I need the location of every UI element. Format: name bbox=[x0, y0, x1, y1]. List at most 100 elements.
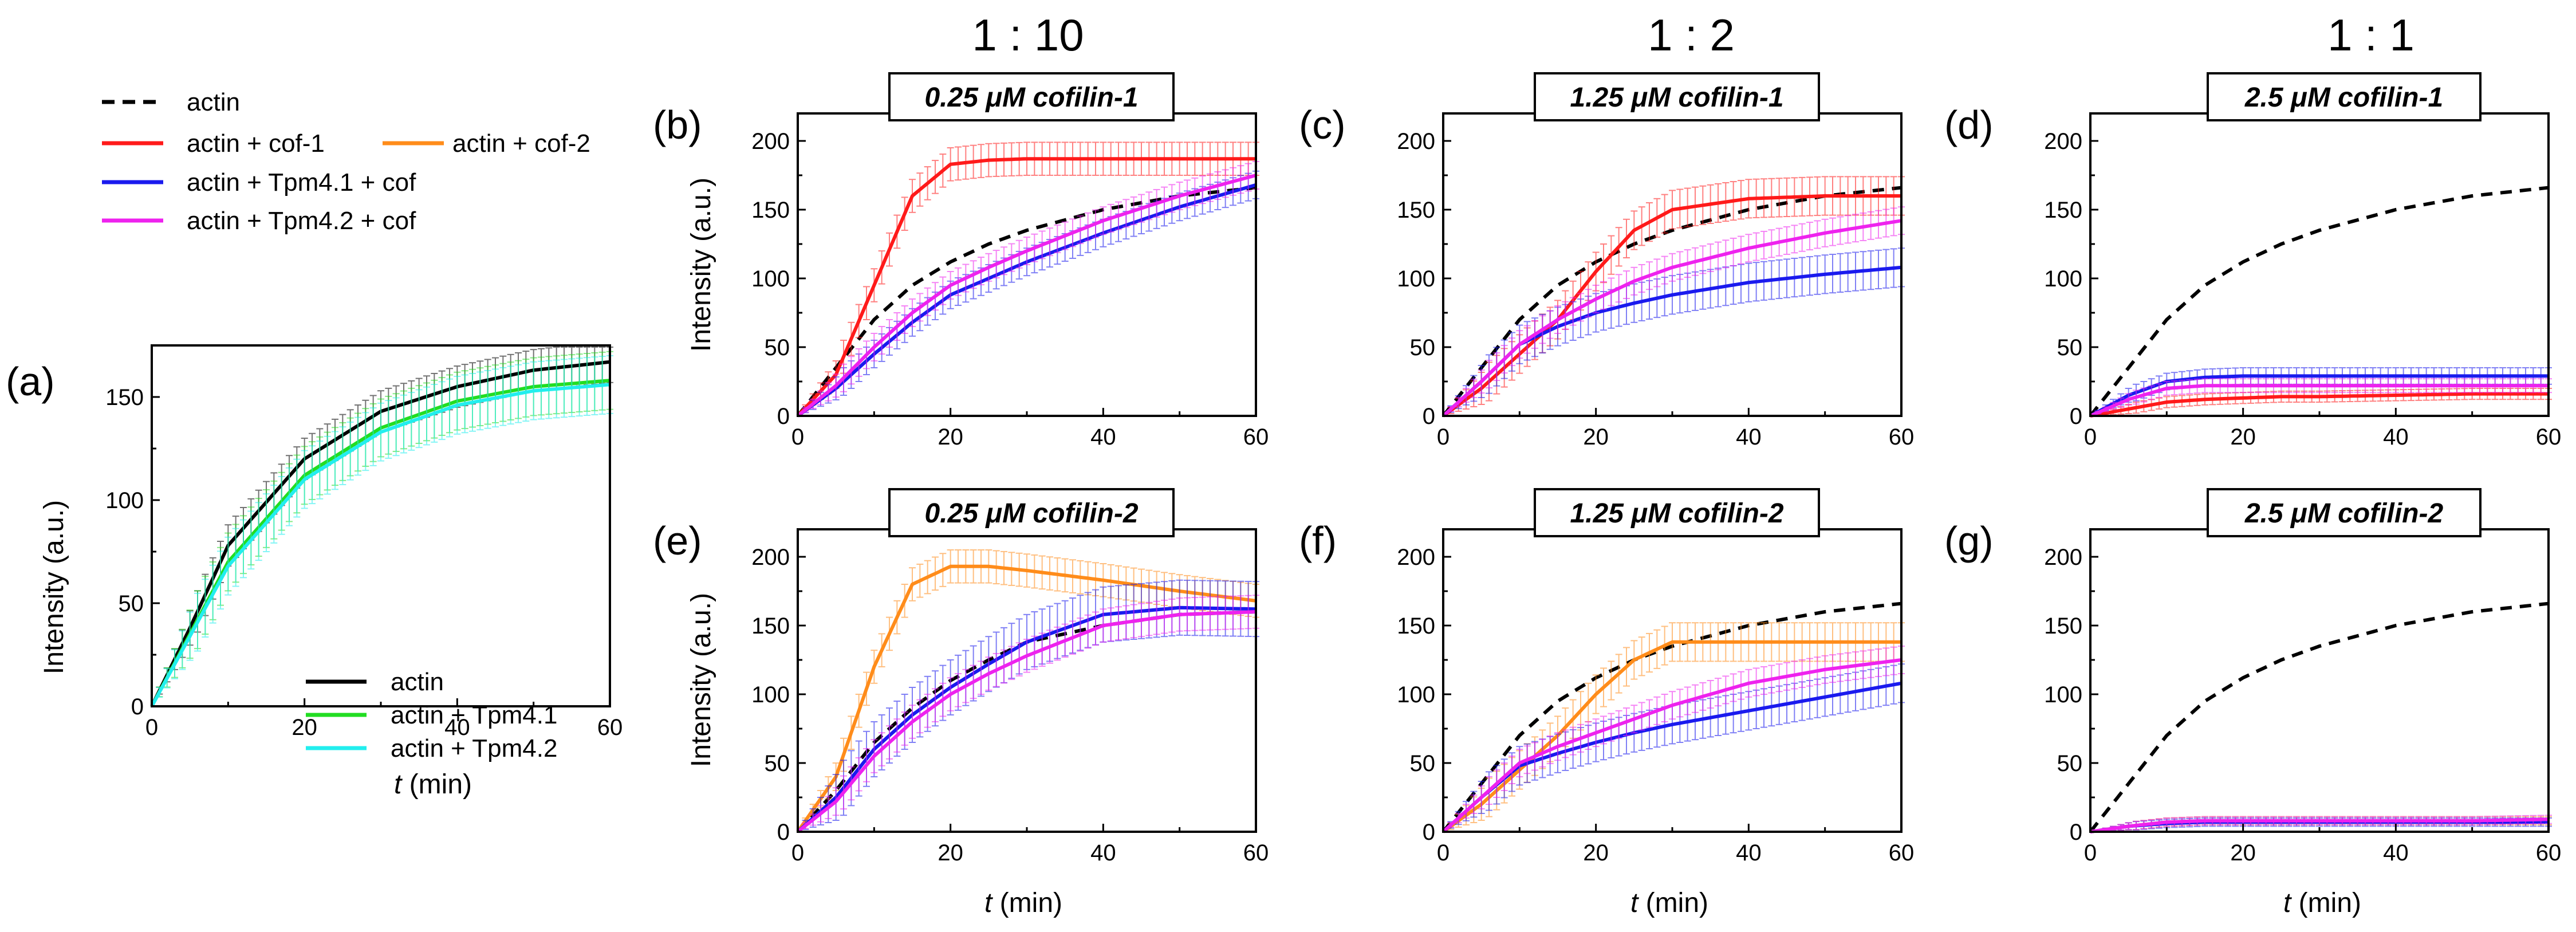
y-tick-label: 150 bbox=[751, 198, 790, 223]
y-tick-label: 200 bbox=[2044, 129, 2082, 154]
series-line-actin-cof-1-d bbox=[2090, 392, 2549, 418]
legend-label-actin: actin bbox=[187, 88, 240, 116]
panel-label-b: (b) bbox=[653, 103, 702, 147]
panel-title-unit-g: μM cofilin-2 bbox=[2290, 498, 2444, 529]
y-tick-label: 0 bbox=[2070, 820, 2082, 845]
y-tick-label: 100 bbox=[105, 488, 144, 513]
x-tick-label: 0 bbox=[2084, 424, 2097, 450]
y-tick-label: 150 bbox=[1397, 198, 1435, 223]
y-tick-label: 50 bbox=[1410, 335, 1436, 360]
y-tick-label: 50 bbox=[1410, 751, 1436, 776]
x-tick-label: 0 bbox=[791, 424, 804, 450]
legend-label-cof1: actin + cof-1 bbox=[187, 129, 325, 158]
y-tick-label: 50 bbox=[2057, 335, 2083, 360]
legend-a-label-tpm42: actin + Tpm4.2 bbox=[391, 734, 557, 762]
y-tick-label: 50 bbox=[119, 591, 144, 616]
x-axis-unit-g: (min) bbox=[2291, 888, 2361, 918]
series-actin-tpm4-2-cof-f bbox=[1441, 646, 1905, 833]
column-header-1-1: 1 : 1 bbox=[2327, 10, 2414, 60]
y-tick-label: 200 bbox=[751, 129, 790, 154]
y-tick-label: 200 bbox=[1397, 129, 1435, 154]
panel-title-g: 2.5 μM cofilin-2 bbox=[2207, 488, 2482, 537]
series-actin-tpm4-2-cof-b bbox=[797, 161, 1259, 418]
x-tick-label: 40 bbox=[1090, 424, 1116, 450]
x-tick-label: 40 bbox=[2383, 424, 2409, 450]
x-axis-label-f: t (min) bbox=[1630, 888, 1708, 918]
series-line-actin-tpm4-2-cof-b bbox=[797, 174, 1257, 418]
panel-f: (f) t (min) 0 20 40 60 0 50 100 150 200 1.25 μM … bbox=[1299, 488, 1915, 918]
legend-a: actin actin + Tpm4.1 actin + Tpm4.2 bbox=[306, 668, 557, 762]
x-axis-var-g: t bbox=[2283, 888, 2292, 918]
y-tick-label: 0 bbox=[777, 820, 790, 845]
x-axis-unit-a: (min) bbox=[401, 769, 472, 800]
panel-c: (c) 0 20 40 60 0 50 100 150 200 1.25 μM cofilin-… bbox=[1299, 72, 1914, 450]
panel-title-unit-b: μM cofilin-1 bbox=[984, 82, 1138, 113]
y-tick-label: 50 bbox=[765, 751, 790, 776]
x-tick-label: 60 bbox=[597, 715, 623, 740]
legend-a-label-actin: actin bbox=[391, 668, 444, 696]
y-tick-label: 50 bbox=[2057, 751, 2083, 776]
x-tick-label: 60 bbox=[1243, 424, 1269, 450]
series-actin-g bbox=[2089, 601, 2549, 833]
series-line-actin-tpm4-2-cof-c bbox=[1441, 219, 1902, 418]
y-tick-label: 0 bbox=[131, 694, 144, 719]
y-tick-label: 200 bbox=[2044, 545, 2082, 570]
panel-title-conc-b: 0.25 bbox=[924, 82, 986, 113]
panel-title-text-e: 0.25 μM cofilin-2 bbox=[924, 498, 1138, 529]
x-tick-label: 20 bbox=[938, 840, 963, 866]
panel-title-f: 1.25 μM cofilin-2 bbox=[1534, 488, 1820, 537]
panel-title-box-c bbox=[1534, 72, 1820, 121]
x-tick-label: 60 bbox=[2536, 424, 2562, 450]
panel-e: (e) Intensity (a.u.) t (min) 0 20 40 60 0 50 1… bbox=[653, 488, 1269, 918]
x-tick-label: 20 bbox=[292, 715, 317, 740]
y-tick-label: 0 bbox=[2070, 404, 2082, 429]
x-tick-label: 20 bbox=[1583, 840, 1609, 866]
main-legend: actin actin + cof-1 actin + cof-2 actin … bbox=[102, 88, 590, 235]
legend-a-label-tpm41: actin + Tpm4.1 bbox=[391, 701, 557, 729]
y-tick-label: 150 bbox=[2044, 614, 2082, 639]
x-tick-label: 60 bbox=[1889, 840, 1915, 866]
panel-title-conc-c: 1.25 bbox=[1570, 82, 1631, 113]
x-axis-var-a: t bbox=[394, 769, 403, 800]
x-tick-label: 0 bbox=[2084, 840, 2097, 866]
plot-background-g bbox=[2090, 529, 2549, 832]
panel-title-box-b bbox=[888, 72, 1175, 121]
panel-title-e: 0.25 μM cofilin-2 bbox=[888, 488, 1175, 537]
plot-area-d: 0 20 40 60 0 50 100 150 200 bbox=[2044, 112, 2562, 450]
x-tick-label: 40 bbox=[2383, 840, 2409, 866]
panel-title-conc-g: 2.5 bbox=[2244, 498, 2291, 529]
panel-title-text-c: 1.25 μM cofilin-1 bbox=[1570, 82, 1783, 113]
x-tick-label: 0 bbox=[1437, 424, 1450, 450]
y-tick-label: 100 bbox=[1397, 682, 1435, 707]
panel-a: (a) Intensity (a.u.) t (min) 0 20 40 60 0 50 1… bbox=[6, 344, 623, 800]
panel-label-e: (e) bbox=[653, 518, 702, 563]
y-tick-label: 200 bbox=[751, 545, 790, 570]
panel-title-text-b: 0.25 μM cofilin-1 bbox=[924, 82, 1138, 113]
series-actin-tpm4-2-cof-c bbox=[1441, 206, 1905, 418]
x-tick-label: 0 bbox=[1437, 840, 1450, 866]
panel-g: (g) t (min) 0 20 40 60 0 50 100 150 200 2.5 μM c… bbox=[1944, 488, 2561, 918]
x-axis-var-e: t bbox=[984, 888, 993, 918]
series-line-actin-g bbox=[2089, 601, 2549, 833]
x-tick-label: 20 bbox=[938, 424, 963, 450]
column-header-1-2: 1 : 2 bbox=[1648, 10, 1735, 60]
x-tick-label: 0 bbox=[791, 840, 804, 866]
panel-title-box-e bbox=[888, 488, 1175, 537]
y-tick-label: 100 bbox=[2044, 682, 2082, 707]
x-axis-label-g: t (min) bbox=[2283, 888, 2361, 918]
y-tick-label: 100 bbox=[2044, 266, 2082, 292]
series-actin-tpm4-2-cof-e bbox=[797, 595, 1259, 833]
y-tick-label: 200 bbox=[1397, 545, 1435, 570]
panel-title-unit-f: μM cofilin-2 bbox=[1630, 498, 1784, 529]
y-tick-label: 0 bbox=[1423, 820, 1435, 845]
panel-b: (b) Intensity (a.u.) 0 20 40 60 0 50 100 150 200… bbox=[653, 72, 1269, 450]
panel-d: (d) 0 20 40 60 0 50 100 150 200 2.5 μM cofilin-1 bbox=[1944, 72, 2562, 450]
y-tick-label: 0 bbox=[777, 404, 790, 429]
panel-title-unit-e: μM cofilin-2 bbox=[984, 498, 1139, 529]
y-axis-label-b: Intensity (a.u.) bbox=[686, 178, 716, 352]
y-tick-label: 100 bbox=[751, 266, 790, 292]
series-line-actin-cof-1-b bbox=[796, 157, 1256, 418]
plot-area-f: 0 20 40 60 0 50 100 150 200 bbox=[1397, 528, 1915, 866]
panel-title-text-g: 2.5 μM cofilin-2 bbox=[2244, 498, 2444, 529]
